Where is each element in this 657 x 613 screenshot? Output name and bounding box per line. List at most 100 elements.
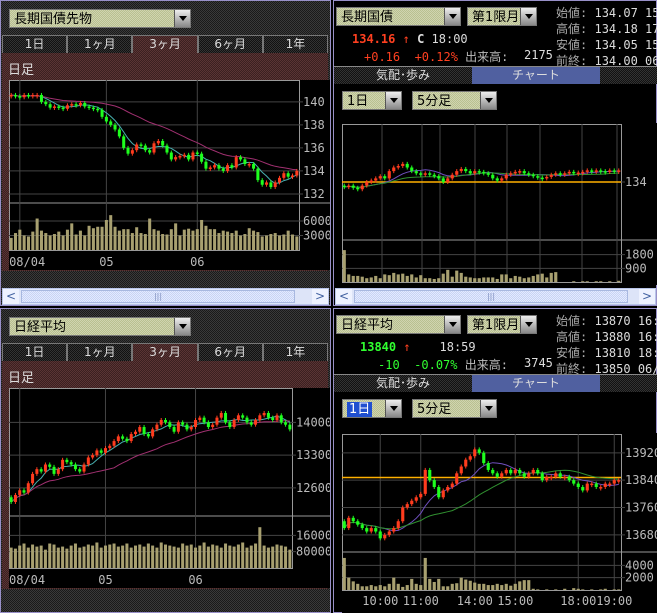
chevron-down-icon[interactable] (174, 10, 190, 27)
candle (241, 415, 245, 418)
scroll-right-button[interactable]: > (312, 289, 328, 304)
horizontal-scrollbar[interactable]: < ||| > (2, 288, 329, 305)
candle (617, 170, 621, 172)
chevron-down-icon[interactable] (520, 316, 536, 333)
tab-chart[interactable]: チャート (472, 66, 600, 84)
candle (185, 424, 189, 430)
volume-bar (121, 545, 125, 568)
price-chart[interactable]: 140 138 136 134 132 6000030000 2008/04 05 06 (9, 80, 330, 270)
candle (477, 171, 481, 173)
chevron-down-icon[interactable] (444, 8, 460, 25)
volume-bar (432, 278, 436, 282)
candle (35, 469, 39, 474)
scroll-left-button[interactable]: < (3, 289, 19, 304)
period-select[interactable]: 1日 (342, 399, 402, 418)
volume-bar (572, 588, 576, 590)
contract-select[interactable]: 第1限月 (467, 7, 537, 26)
candle (252, 164, 256, 169)
volume-bar (266, 547, 270, 568)
tab-1year[interactable]: 1年 (262, 343, 329, 361)
chevron-down-icon[interactable] (520, 8, 536, 25)
volume-bar (468, 277, 472, 282)
instrument-select[interactable]: 長期国債 (336, 7, 461, 26)
volume-bar (572, 281, 576, 282)
volume-bar (383, 586, 387, 590)
candle (540, 177, 544, 180)
chevron-down-icon[interactable] (385, 400, 401, 417)
instrument-select[interactable]: 長期国債先物 (9, 9, 191, 28)
candle (139, 144, 143, 146)
volume-bar (531, 588, 535, 590)
volume-bar (522, 580, 526, 590)
volume-bar (13, 548, 17, 568)
volume-bar (392, 272, 396, 282)
candle (70, 104, 74, 106)
time-tick-label: 05 (98, 573, 112, 587)
candle (100, 109, 104, 117)
volume-bar (181, 543, 185, 568)
tab-6months[interactable]: 6ヶ月 (197, 35, 263, 53)
period-tabs: 1日 1ヶ月 3ヶ月 6ヶ月 1年 (2, 35, 329, 53)
scroll-thumb[interactable]: ||| (21, 290, 295, 303)
tab-1day[interactable]: 1日 (2, 343, 68, 361)
tab-6months[interactable]: 6ヶ月 (197, 343, 263, 361)
volume-bar (104, 219, 108, 250)
scroll-left-button[interactable]: < (336, 289, 352, 304)
candle (464, 168, 468, 172)
period-select[interactable]: 1日 (342, 91, 402, 110)
instrument-select[interactable]: 日経平均 (9, 317, 191, 336)
bar-type-select[interactable]: 5分足 (412, 399, 497, 418)
candle (441, 178, 445, 182)
tab-3months[interactable]: 3ヶ月 (132, 35, 198, 53)
candle (247, 164, 251, 166)
chevron-down-icon[interactable] (385, 92, 401, 109)
bar-type-select[interactable]: 5分足 (412, 91, 497, 110)
contract-select[interactable]: 第1限月 (467, 315, 537, 334)
candle (99, 450, 103, 453)
volume-bar (273, 233, 277, 250)
scroll-right-button[interactable]: > (639, 289, 655, 304)
candle (125, 438, 129, 442)
scroll-thumb[interactable]: ||| (354, 290, 628, 303)
volume-label: 出来高: (465, 50, 509, 64)
volume-bar (437, 278, 441, 282)
volume-bar (73, 543, 77, 568)
contract-select-value: 第1限月 (472, 318, 520, 333)
chevron-down-icon[interactable] (444, 316, 460, 333)
tab-1year[interactable]: 1年 (262, 35, 329, 53)
chevron-down-icon[interactable] (174, 318, 190, 335)
candle (142, 427, 146, 435)
candle (129, 434, 133, 442)
tab-1month[interactable]: 1ヶ月 (67, 343, 133, 361)
stats: 始値: 13870 16: 高値: 13880 16: 安値: 13810 18… (556, 313, 657, 377)
tab-chart[interactable]: チャート (472, 374, 600, 392)
tab-3months[interactable]: 3ヶ月 (132, 343, 198, 361)
tab-quotes[interactable]: 気配･歩み (334, 66, 472, 84)
candle (249, 422, 253, 425)
tab-1month[interactable]: 1ヶ月 (67, 35, 133, 53)
candle (152, 143, 156, 153)
candle (78, 103, 82, 106)
candle (509, 173, 513, 175)
chevron-down-icon[interactable] (480, 92, 496, 109)
chevron-down-icon[interactable] (480, 400, 496, 417)
volume-bar (155, 547, 159, 568)
volume-bar (540, 273, 544, 282)
candle (572, 171, 576, 174)
candle (168, 422, 172, 428)
horizontal-scrollbar[interactable]: < ||| > (335, 288, 656, 305)
tab-1day[interactable]: 1日 (2, 35, 68, 53)
volume-bar (61, 546, 65, 568)
instrument-select[interactable]: 日経平均 (336, 315, 461, 334)
price-chart[interactable]: 14000 13300 12600 160000 80000 2008/04 05 06 (9, 388, 330, 588)
candle (387, 531, 391, 535)
candle (414, 497, 418, 501)
tab-quotes[interactable]: 気配･歩み (334, 374, 472, 392)
candle (414, 171, 418, 174)
volume-bar (446, 586, 450, 590)
candle (594, 483, 598, 488)
candle (243, 159, 247, 165)
volume-bar (65, 548, 69, 568)
